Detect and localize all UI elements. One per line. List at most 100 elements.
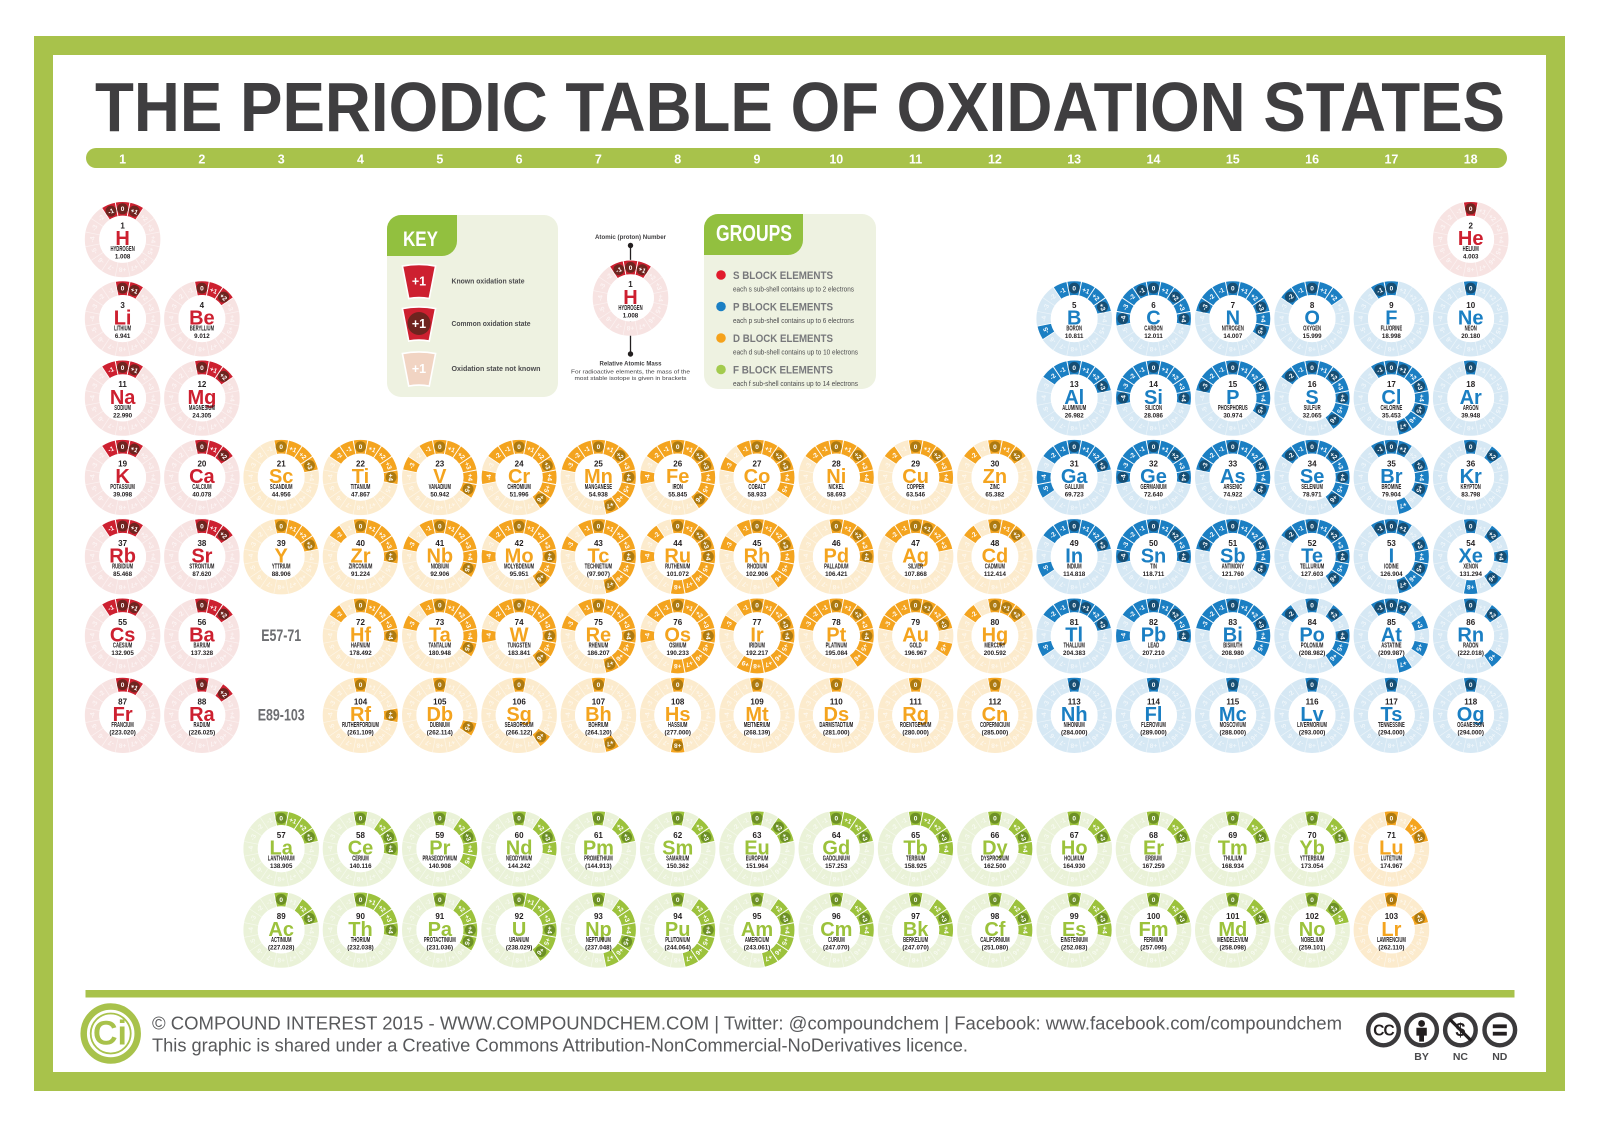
svg-text:-2: -2	[494, 531, 503, 540]
svg-text:(244.064): (244.064)	[664, 944, 691, 951]
svg-text:151.964: 151.964	[746, 863, 769, 870]
svg-text:127.603: 127.603	[1301, 571, 1324, 578]
svg-text:-3: -3	[1122, 382, 1131, 390]
svg-text:+4: +4	[704, 474, 711, 482]
svg-text:Al: Al	[1064, 387, 1084, 409]
svg-text:ARSENIC: ARSENIC	[1223, 484, 1242, 491]
svg-text:C: C	[1146, 308, 1160, 330]
svg-text:F: F	[1385, 308, 1397, 330]
svg-text:LITHIUM: LITHIUM	[114, 326, 131, 333]
svg-text:HYDROGEN: HYDROGEN	[110, 246, 134, 253]
svg-text:30.974: 30.974	[1223, 412, 1242, 419]
svg-text:Mg: Mg	[187, 387, 216, 409]
svg-text:0: 0	[597, 603, 601, 610]
svg-text:0: 0	[1231, 444, 1235, 451]
svg-text:PHOSPHORUS: PHOSPHORUS	[1218, 405, 1248, 412]
svg-text:19: 19	[118, 460, 127, 469]
svg-text:26: 26	[673, 460, 682, 469]
svg-text:+1: +1	[1239, 287, 1249, 296]
svg-text:0: 0	[1310, 365, 1314, 372]
svg-text:+3: +3	[1097, 540, 1106, 550]
svg-text:0: 0	[1390, 286, 1394, 293]
svg-text:+6: +6	[1328, 414, 1338, 424]
svg-text:+4: +4	[1021, 926, 1028, 934]
svg-text:+3: +3	[938, 540, 947, 550]
svg-text:+1: +1	[605, 445, 615, 454]
svg-text:+4: +4	[704, 553, 711, 561]
svg-text:Y: Y	[275, 545, 289, 567]
svg-text:+4: +4	[1259, 474, 1266, 482]
svg-text:COBALT: COBALT	[748, 484, 766, 491]
svg-text:0: 0	[1390, 523, 1394, 530]
svg-text:-1: -1	[107, 207, 115, 216]
svg-text:Rb: Rb	[109, 545, 136, 567]
svg-text:+4: +4	[387, 926, 394, 934]
svg-text:58.693: 58.693	[827, 492, 846, 499]
svg-text:BISMUTH: BISMUTH	[1223, 643, 1242, 650]
svg-text:OGANESSON: OGANESSON	[1457, 722, 1484, 729]
svg-text:B: B	[1067, 308, 1081, 330]
svg-text:0: 0	[1310, 682, 1314, 689]
svg-text:THALLIUM: THALLIUM	[1063, 643, 1085, 650]
svg-text:+6: +6	[614, 493, 624, 503]
svg-text:69.723: 69.723	[1065, 492, 1084, 499]
svg-text:AMERICIUM: AMERICIUM	[745, 937, 769, 944]
svg-text:+4: +4	[1418, 394, 1425, 402]
svg-text:0: 0	[121, 444, 125, 451]
svg-text:10: 10	[1466, 301, 1475, 310]
svg-text:121.760: 121.760	[1222, 571, 1245, 578]
svg-text:3: 3	[120, 301, 125, 310]
svg-text:(266.122): (266.122)	[506, 730, 533, 737]
svg-text:+2: +2	[1487, 451, 1497, 461]
svg-text:+2: +2	[1090, 451, 1100, 461]
svg-text:+4: +4	[625, 926, 632, 934]
svg-text:+4: +4	[466, 845, 473, 853]
svg-text:0: 0	[359, 523, 363, 530]
svg-text:+2: +2	[376, 531, 386, 541]
svg-text:138.905: 138.905	[270, 863, 293, 870]
svg-text:BORON: BORON	[1066, 326, 1082, 333]
svg-text:0: 0	[914, 444, 918, 451]
svg-text:+2: +2	[1090, 531, 1100, 541]
svg-text:+2: +2	[1169, 372, 1179, 382]
svg-text:GERMANIUM: GERMANIUM	[1140, 484, 1166, 491]
svg-text:PRASEODYMIUM: PRASEODYMIUM	[422, 856, 457, 863]
svg-text:(262.114): (262.114)	[427, 730, 453, 737]
svg-text:-2: -2	[652, 531, 661, 540]
svg-text:126.904: 126.904	[1380, 571, 1403, 578]
svg-text:(258.098): (258.098)	[1220, 944, 1247, 951]
svg-text:0: 0	[1310, 286, 1314, 293]
svg-text:+5: +5	[1414, 405, 1423, 415]
svg-text:+1: +1	[208, 366, 218, 375]
svg-text:Cl: Cl	[1381, 387, 1401, 409]
svg-text:-1: -1	[1138, 287, 1146, 296]
svg-text:Ca: Ca	[189, 466, 215, 488]
svg-text:0: 0	[676, 523, 680, 530]
svg-text:-1: -1	[504, 445, 512, 454]
svg-text:-4: -4	[645, 633, 652, 639]
svg-text:0: 0	[597, 444, 601, 451]
svg-text:S BLOCK ELEMENTS: S BLOCK ELEMENTS	[733, 270, 833, 282]
svg-text:S: S	[1305, 387, 1318, 409]
svg-text:Tc: Tc	[587, 545, 609, 567]
svg-text:FERMIUM: FERMIUM	[1144, 937, 1164, 944]
svg-text:+1: +1	[922, 525, 932, 534]
svg-text:NEON: NEON	[1465, 326, 1477, 333]
svg-text:+3: +3	[859, 540, 868, 550]
svg-text:RUTHERFORDIUM: RUTHERFORDIUM	[342, 722, 379, 729]
svg-text:+4: +4	[466, 553, 473, 561]
svg-text:+1: +1	[1239, 366, 1249, 375]
svg-text:Zr: Zr	[351, 545, 371, 567]
svg-text:+2: +2	[535, 451, 545, 461]
svg-text:0: 0	[914, 523, 918, 530]
svg-text:P BLOCK ELEMENTS: P BLOCK ELEMENTS	[733, 302, 833, 314]
svg-text:106.421: 106.421	[825, 571, 848, 578]
svg-text:Ga: Ga	[1061, 466, 1089, 488]
svg-text:+3: +3	[383, 461, 392, 471]
svg-text:-1: -1	[504, 525, 512, 534]
svg-text:34: 34	[1308, 460, 1317, 469]
svg-text:+4: +4	[545, 632, 552, 640]
svg-text:LEAD: LEAD	[1148, 643, 1159, 650]
svg-text:0: 0	[200, 286, 204, 293]
svg-text:+4: +4	[466, 926, 473, 934]
